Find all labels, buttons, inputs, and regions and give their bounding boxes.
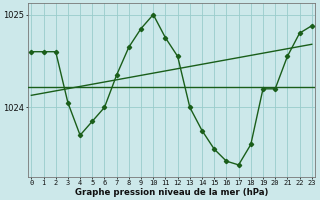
X-axis label: Graphe pression niveau de la mer (hPa): Graphe pression niveau de la mer (hPa) bbox=[75, 188, 268, 197]
